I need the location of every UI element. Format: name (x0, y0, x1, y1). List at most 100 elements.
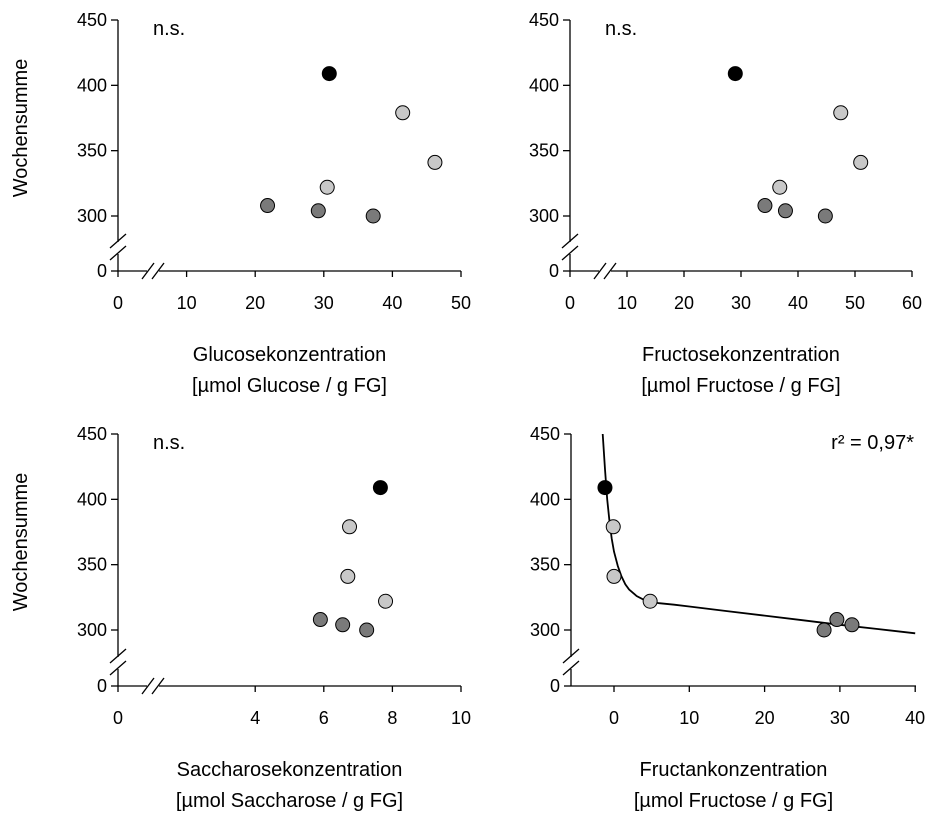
x-axis-unit-label: [µmol Fructose / g FG] (634, 790, 833, 812)
x-tick-label: 20 (674, 293, 694, 313)
y-axis-break-mark (109, 648, 127, 664)
x-axis-break-mark (603, 262, 617, 280)
data-point (260, 198, 276, 214)
significance-annotation: n.s. (153, 432, 185, 454)
x-tick-label: 0 (113, 708, 123, 728)
x-axis-break-mark (593, 262, 607, 280)
x-axis-break-mark (151, 677, 165, 695)
y-axis-break-gap (566, 242, 574, 254)
data-point (605, 519, 621, 535)
data-point (342, 519, 358, 535)
y-tick-label: 450 (77, 424, 107, 444)
y-tick-label: 300 (529, 206, 559, 226)
y-tick-label: 350 (77, 141, 107, 161)
x-axis-label: Fructosekonzentration (642, 344, 840, 366)
data-point (817, 208, 833, 224)
data-point (365, 208, 381, 224)
data-point (853, 154, 869, 170)
panel-fructan: 0 300 350 400 450 0 10 20 30 40 r² = 0,97* Fructank… (530, 424, 925, 812)
y-axis-label: Wochensumme (10, 473, 32, 612)
y-tick-label: 400 (77, 489, 107, 509)
x-tick-label: 0 (113, 293, 123, 313)
y-tick-label: 400 (77, 75, 107, 95)
x-tick-label: 60 (902, 293, 922, 313)
x-tick-label: 50 (451, 293, 471, 313)
x-tick-label: 40 (382, 293, 402, 313)
x-tick-label: 30 (314, 293, 334, 313)
x-tick-label: 20 (245, 293, 265, 313)
x-tick-label: 20 (755, 708, 775, 728)
y-tick-label: 350 (530, 555, 560, 575)
y-tick-label: 0 (549, 261, 559, 281)
x-axis-label: Glucosekonzentration (193, 344, 386, 366)
x-tick-label: 40 (905, 708, 925, 728)
data-point (777, 203, 793, 219)
x-tick-label: 40 (788, 293, 808, 313)
x-axis-break-mark (141, 262, 155, 280)
panel-saccharose: 0 300 350 400 450 0 4 6 8 10 n.s. Saccharosekonzent… (10, 424, 471, 812)
data-point (340, 568, 356, 584)
x-tick-label: 0 (565, 293, 575, 313)
data-point (844, 617, 860, 633)
data-point (378, 593, 394, 609)
data-point (395, 105, 411, 121)
y-axis-break-mark (561, 245, 579, 261)
y-axis-break-mark (562, 660, 580, 676)
x-axis-label: Saccharosekonzentration (177, 759, 403, 781)
x-tick-label: 0 (609, 708, 619, 728)
data-point (727, 66, 743, 82)
significance-annotation: r² = 0,97* (831, 432, 914, 454)
y-axis-break-mark (562, 648, 580, 664)
y-axis-break-mark (561, 233, 579, 249)
y-tick-label: 400 (530, 489, 560, 509)
y-axis-break-mark (109, 233, 127, 249)
x-tick-label: 10 (451, 708, 471, 728)
data-point (833, 105, 849, 121)
x-tick-label: 50 (845, 293, 865, 313)
data-point (372, 480, 388, 496)
y-tick-label: 0 (550, 676, 560, 696)
significance-annotation: n.s. (605, 18, 637, 40)
x-tick-label: 10 (617, 293, 637, 313)
data-point (829, 612, 845, 628)
data-point (757, 198, 773, 214)
y-tick-label: 0 (97, 676, 107, 696)
y-tick-label: 0 (97, 261, 107, 281)
x-axis-unit-label: [µmol Glucose / g FG] (192, 375, 387, 397)
y-tick-label: 350 (77, 555, 107, 575)
data-point (321, 66, 337, 82)
y-tick-label: 300 (77, 206, 107, 226)
y-tick-label: 300 (77, 620, 107, 640)
x-tick-label: 10 (679, 708, 699, 728)
data-point (319, 179, 335, 195)
data-point (597, 480, 613, 496)
data-point (427, 154, 443, 170)
data-point (642, 593, 658, 609)
data-point (335, 617, 351, 633)
x-tick-label: 10 (177, 293, 197, 313)
y-axis-break-gap (114, 657, 122, 669)
x-axis-unit-label: [µmol Saccharose / g FG] (176, 790, 403, 812)
y-tick-label: 450 (530, 424, 560, 444)
x-tick-label: 30 (731, 293, 751, 313)
data-point (312, 612, 328, 628)
x-tick-label: 6 (319, 708, 329, 728)
x-axis-unit-label: [µmol Fructose / g FG] (641, 375, 840, 397)
x-tick-label: 8 (387, 708, 397, 728)
x-tick-label: 30 (830, 708, 850, 728)
data-point (606, 568, 622, 584)
panel-fructose: 0 300 350 400 450 0 10 20 30 40 50 60 n.s. Fructoseko… (529, 10, 922, 397)
x-axis-break-gap (147, 683, 159, 689)
significance-annotation: n.s. (153, 18, 185, 40)
x-axis-break-gap (147, 268, 159, 274)
x-axis-break-gap (599, 268, 611, 274)
y-tick-label: 300 (530, 620, 560, 640)
y-axis-break-mark (109, 660, 127, 676)
x-tick-label: 4 (250, 708, 260, 728)
y-tick-label: 350 (529, 141, 559, 161)
panel-glucose: 0 300 350 400 450 0 10 20 30 40 50 n.s. Glucosekonze… (10, 10, 471, 397)
data-point (359, 622, 375, 638)
y-axis-break-gap (567, 657, 575, 669)
data-point (310, 203, 326, 219)
